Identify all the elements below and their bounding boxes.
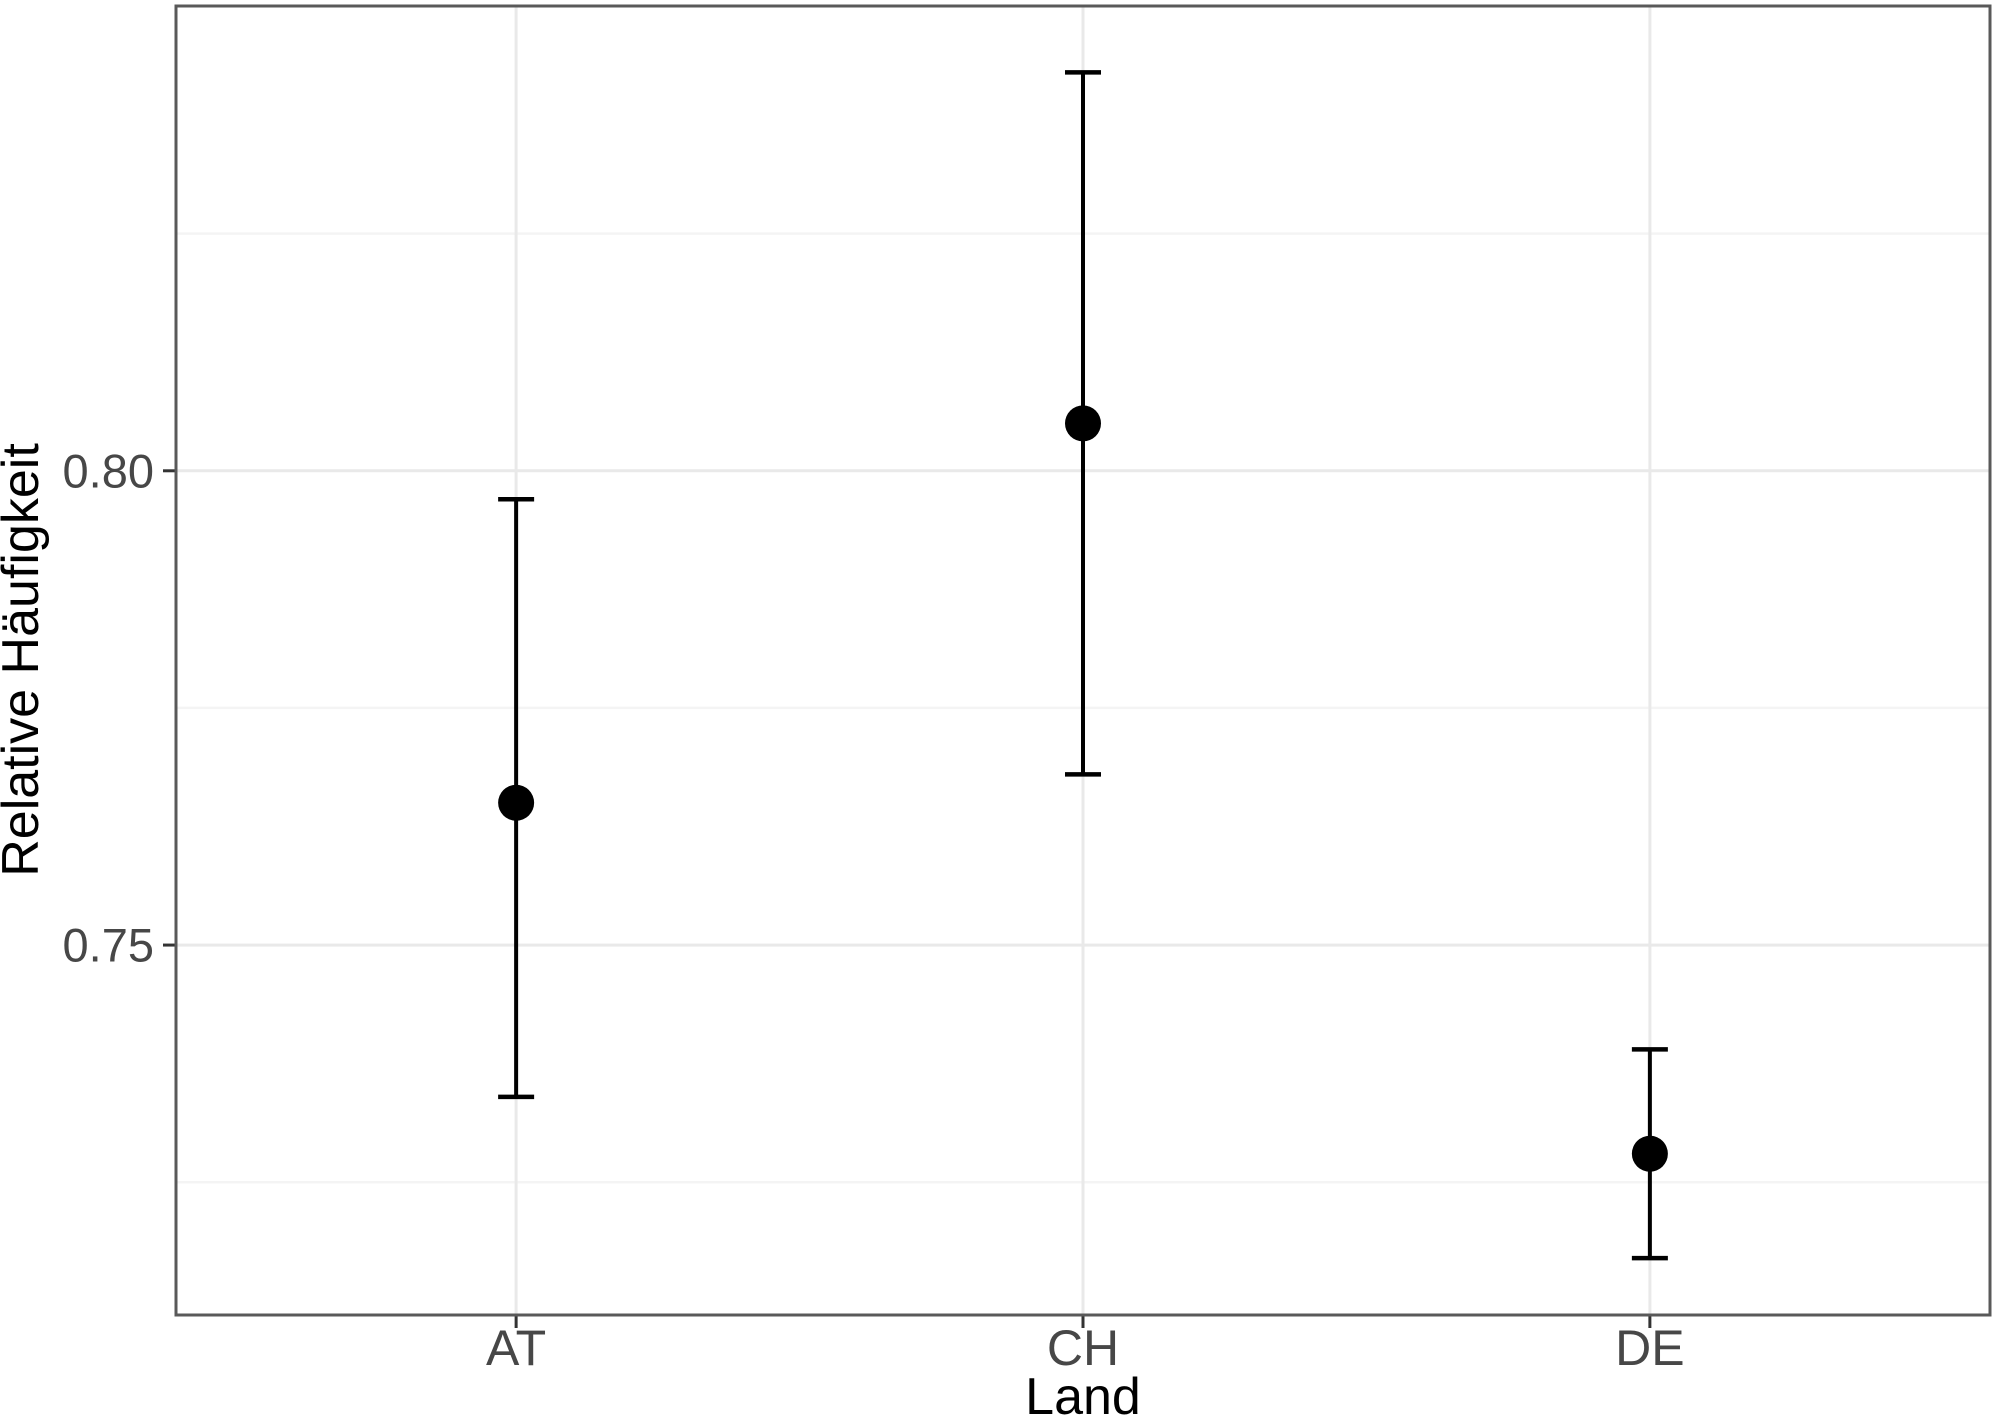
x-tick-label: CH (1047, 1320, 1119, 1376)
axis-ticks (163, 469, 1652, 1328)
data-point (1065, 405, 1101, 442)
data-point (1631, 1135, 1668, 1172)
axis-tick-labels: 0.75 0.80 AT CH DE (63, 444, 1685, 1376)
y-axis-title: Relative Häufigkeit (0, 443, 50, 877)
data-point (498, 784, 535, 821)
x-tick-label: AT (486, 1320, 546, 1376)
y-tick-label: 0.80 (63, 444, 154, 497)
y-tick-label: 0.75 (63, 919, 154, 972)
plot-panel-border (174, 4, 1992, 1317)
x-tick-label: DE (1615, 1320, 1684, 1376)
data-series (498, 70, 1668, 1261)
x-axis-title: Land (1025, 1368, 1141, 1426)
